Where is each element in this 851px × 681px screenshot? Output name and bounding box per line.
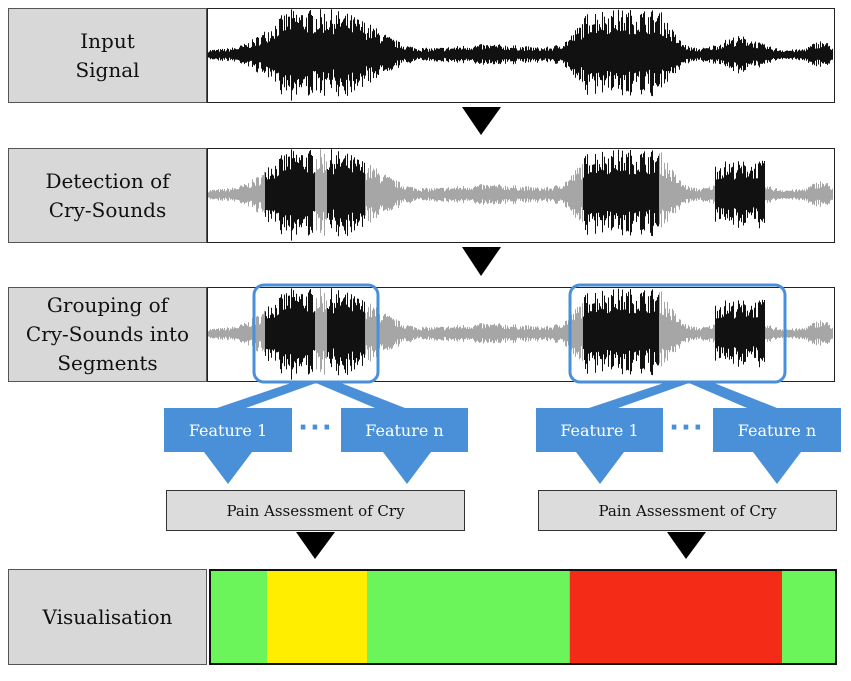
cry-sound-trace <box>265 149 765 241</box>
stage-label-grouping: Grouping of Cry-Sounds into Segments <box>8 287 207 382</box>
grouping-panel <box>207 287 835 382</box>
stage-label-input-text: Input Signal <box>75 28 140 82</box>
feature-1-left: Feature 1 <box>164 408 292 452</box>
visualisation-bar <box>209 569 837 665</box>
feature-1-right-down-arrow <box>576 452 624 484</box>
visualisation-segment-green <box>211 571 268 663</box>
feature-1-left-label: Feature 1 <box>188 420 268 440</box>
stage-label-visualisation-text: Visualisation <box>42 604 173 629</box>
feature-n-right: Feature n <box>713 408 841 452</box>
flow-arrow-3-right <box>667 532 706 559</box>
flow-arrow-2 <box>462 247 501 276</box>
detection-waveform <box>208 149 833 241</box>
feature-n-left: Feature n <box>341 408 468 452</box>
detection-panel <box>207 148 835 243</box>
flow-arrow-1 <box>462 107 501 135</box>
ellipsis-left: ··· <box>298 413 334 443</box>
feature-1-right: Feature 1 <box>536 408 663 452</box>
fan-right-to-feature-n <box>689 383 777 408</box>
pain-assessment-left-label: Pain Assessment of Cry <box>226 501 405 520</box>
signal-trace <box>208 9 833 101</box>
pain-assessment-left: Pain Assessment of Cry <box>166 490 465 531</box>
feature-n-right-down-arrow <box>753 452 801 484</box>
stage-label-grouping-text: Grouping of Cry-Sounds into Segments <box>25 293 190 375</box>
input-waveform <box>208 9 833 101</box>
visualisation-segment-green <box>782 571 835 663</box>
stage-label-detection-text: Detection of Cry-Sounds <box>45 168 170 222</box>
ellipsis-right: ··· <box>669 413 705 443</box>
visualisation-segments <box>211 571 835 663</box>
fan-right-to-feature-1 <box>589 383 689 408</box>
feature-n-left-down-arrow <box>383 452 431 484</box>
stage-label-detection: Detection of Cry-Sounds <box>8 148 207 243</box>
grouping-waveform <box>208 288 833 380</box>
fan-left-to-feature-n <box>316 383 405 408</box>
visualisation-segment-green <box>367 571 571 663</box>
visualisation-segment-red <box>569 571 783 663</box>
fan-left-to-feature-1 <box>217 383 316 408</box>
pain-assessment-right: Pain Assessment of Cry <box>538 490 837 531</box>
input-signal-panel <box>207 8 835 103</box>
flow-arrow-3-left <box>296 532 335 559</box>
feature-n-left-label: Feature n <box>365 420 444 440</box>
pain-assessment-right-label: Pain Assessment of Cry <box>598 501 777 520</box>
visualisation-segment-yellow <box>267 571 368 663</box>
feature-1-right-label: Feature 1 <box>560 420 639 440</box>
stage-label-visualisation: Visualisation <box>8 569 207 665</box>
feature-n-right-label: Feature n <box>737 420 817 440</box>
stage-label-input: Input Signal <box>8 8 207 103</box>
feature-1-left-down-arrow <box>204 452 252 484</box>
background-signal-trace <box>208 149 833 236</box>
